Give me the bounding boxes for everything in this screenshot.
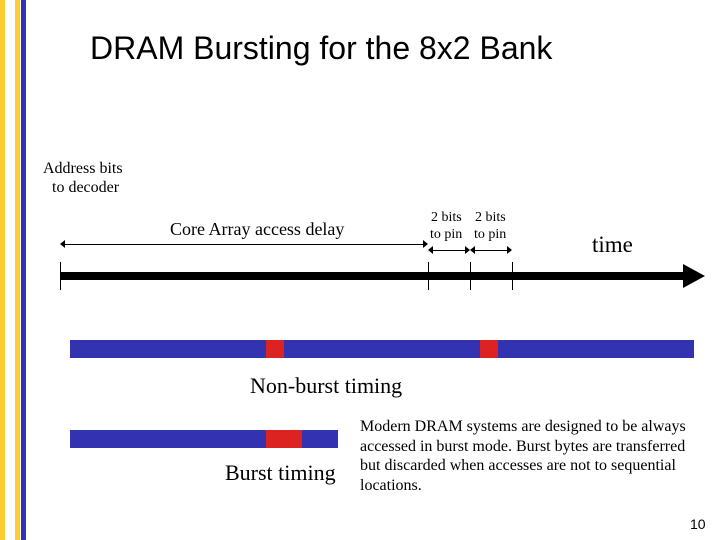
time-axis: [60, 272, 685, 280]
page-number: 10: [690, 516, 706, 532]
span-arrow-left: [428, 246, 433, 254]
nonburst-bar-segment: [498, 340, 694, 358]
description-paragraph: Modern DRAM systems are designed to be a…: [360, 417, 690, 495]
span-line: [474, 250, 508, 251]
span-line: [432, 250, 466, 251]
axis-tick: [60, 262, 61, 290]
accent-stripe-yellow: [15, 0, 20, 540]
burst-bar-segment: [266, 430, 284, 448]
burst-bar-segment: [284, 430, 302, 448]
page-title: DRAM Bursting for the 8x2 Bank: [90, 30, 552, 67]
nonburst-bar-segment: [70, 340, 266, 358]
core-delay-span: [64, 244, 424, 245]
label-core-delay: Core Array access delay: [170, 219, 344, 240]
burst-bar-segment: [70, 430, 266, 448]
label-to-decoder: to decoder: [52, 179, 119, 197]
label-2bits-2: 2 bits: [475, 210, 506, 226]
label-time: time: [592, 232, 633, 258]
axis-tick: [470, 262, 471, 290]
label-to-pin-1: to pin: [430, 227, 462, 243]
accent-stripe-blue: [21, 0, 26, 540]
accent-stripe-yellow: [0, 0, 5, 540]
label-to-pin-2: to pin: [474, 227, 506, 243]
label-burst: Burst timing: [225, 460, 336, 486]
label-2bits-1: 2 bits: [431, 210, 462, 226]
core-delay-arrow-l: [60, 240, 65, 248]
axis-tick: [428, 262, 429, 290]
span-arrow-left: [470, 246, 475, 254]
label-address-bits: Address bits: [43, 160, 123, 178]
label-nonburst: Non-burst timing: [250, 373, 402, 399]
time-axis-arrowhead: [683, 264, 705, 288]
nonburst-bar-segment: [480, 340, 498, 358]
axis-tick: [512, 262, 513, 290]
nonburst-bar-segment: [284, 340, 480, 358]
burst-bar-segment: [302, 430, 338, 448]
core-delay-arrow-r: [423, 240, 428, 248]
nonburst-bar-segment: [266, 340, 284, 358]
span-arrow-right: [507, 246, 512, 254]
